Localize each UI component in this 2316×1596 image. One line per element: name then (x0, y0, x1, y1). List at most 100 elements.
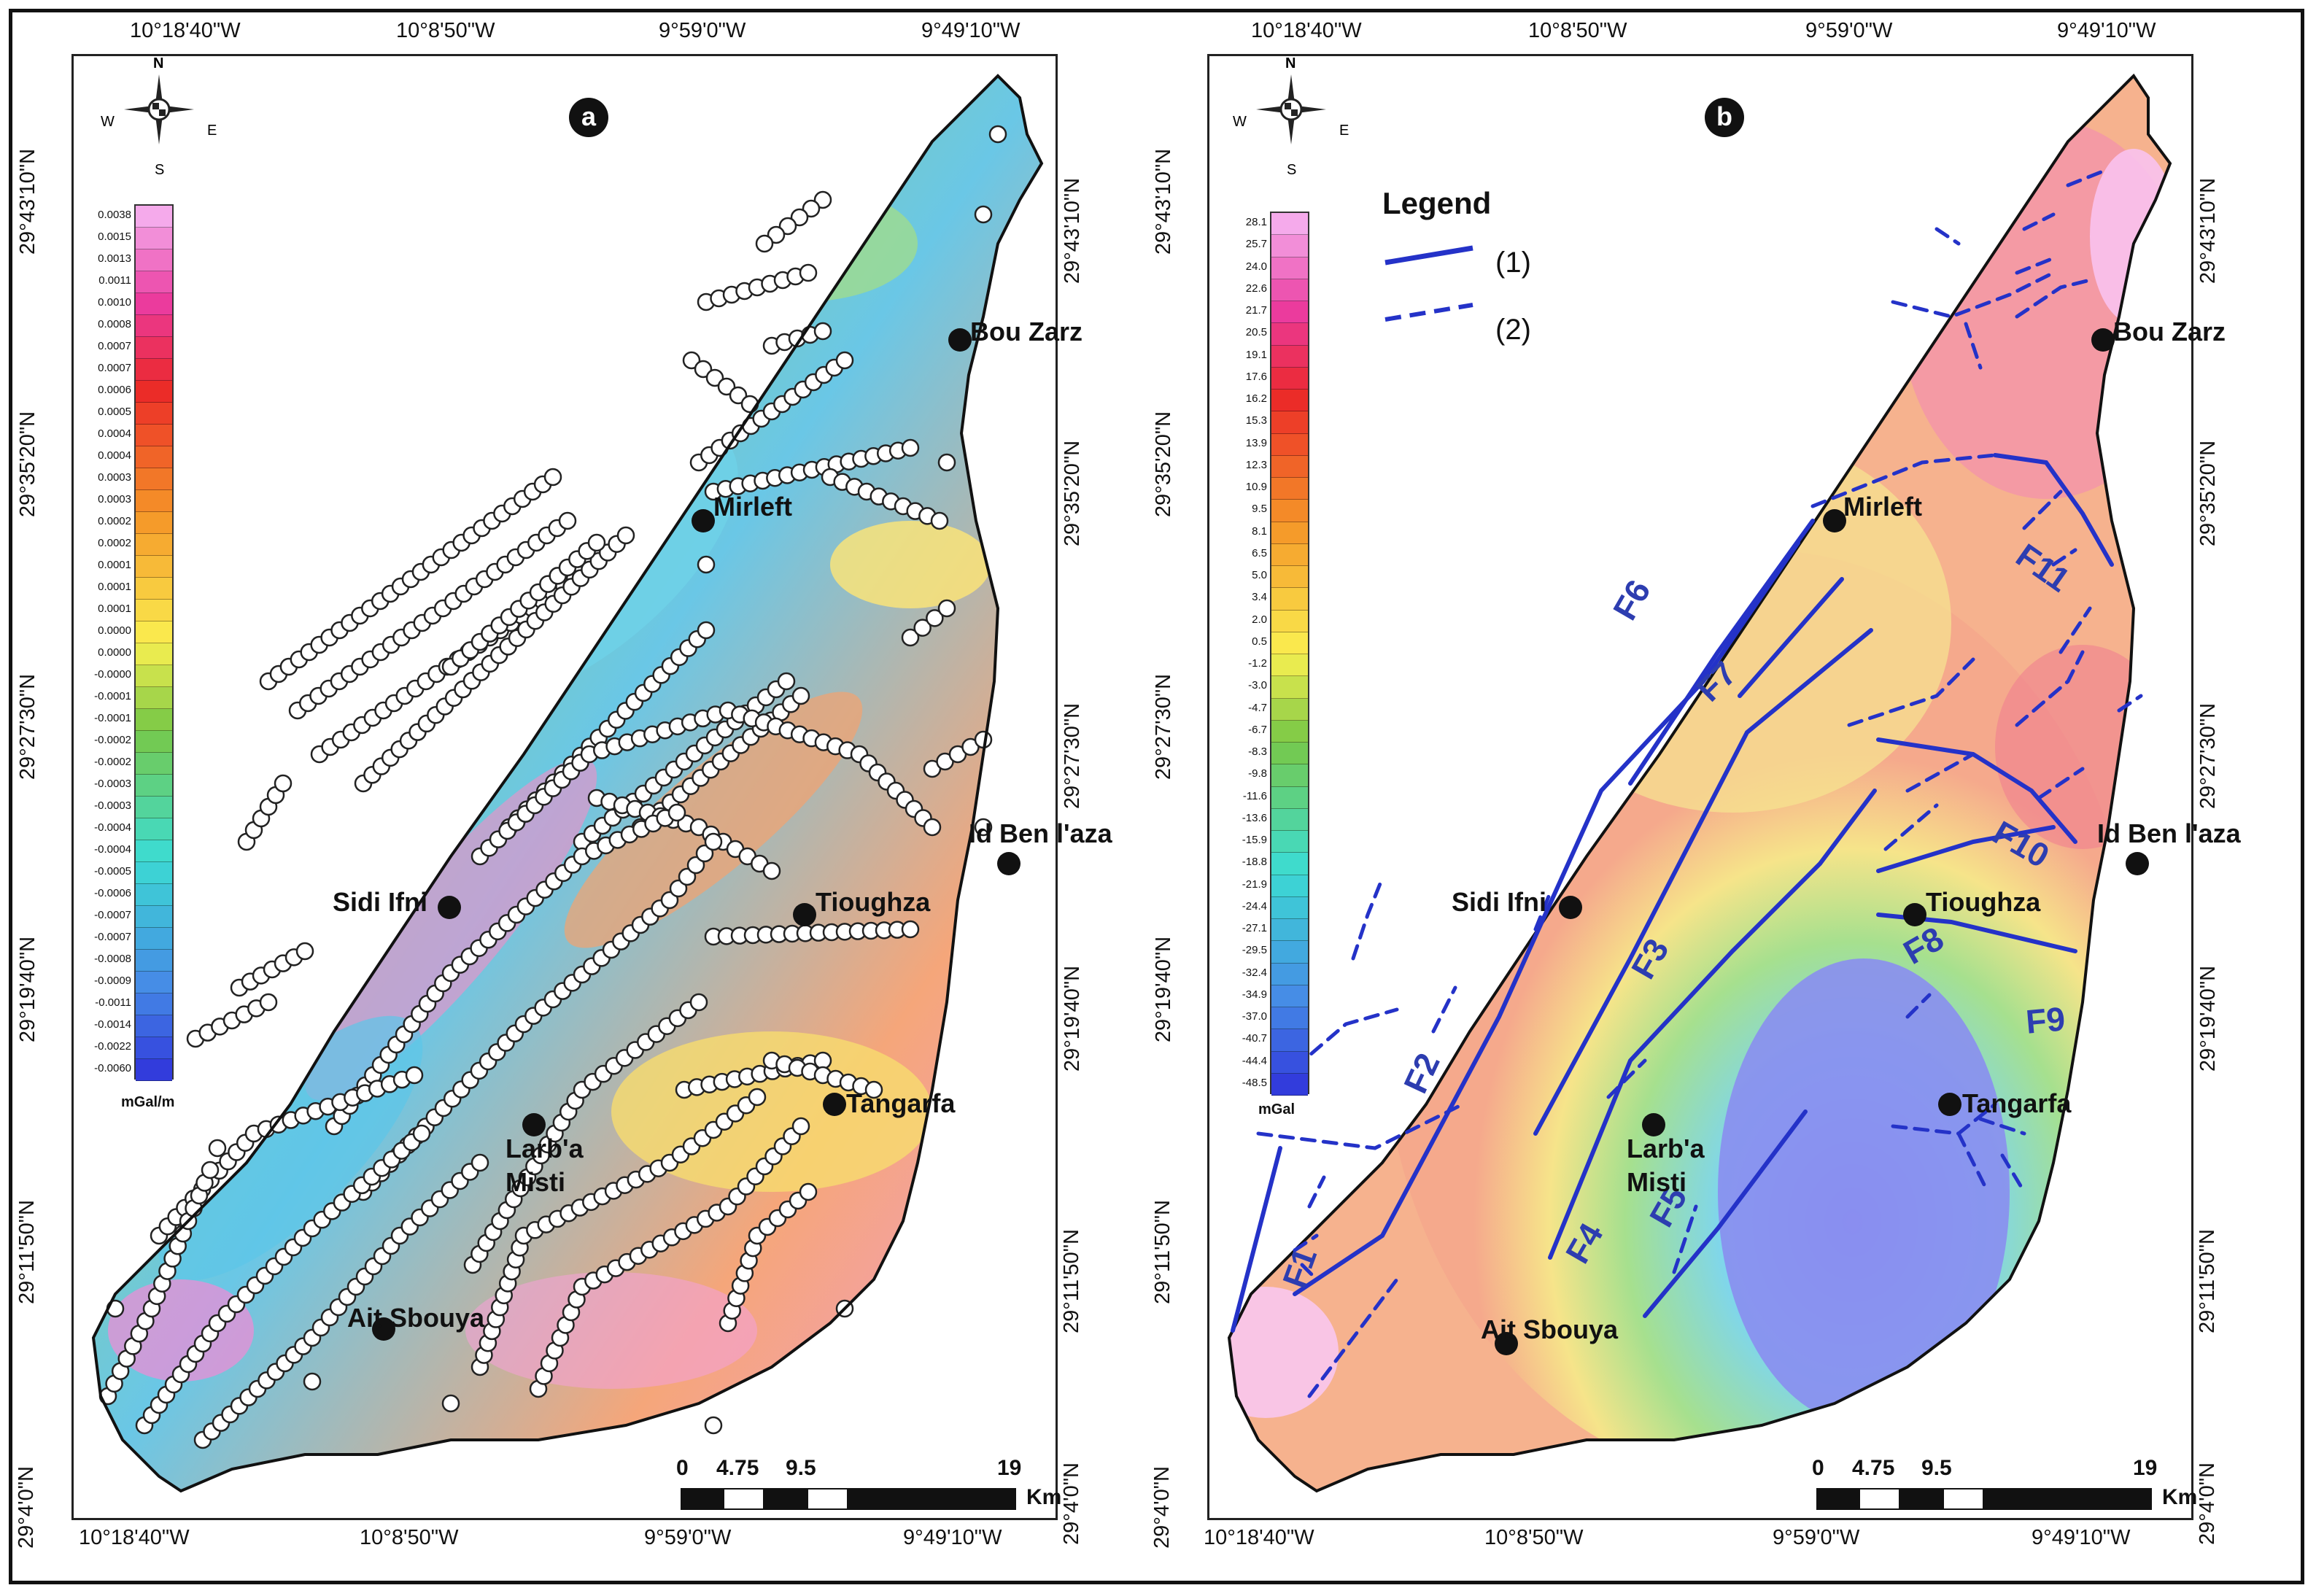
colorbar-swatch (1271, 1051, 1308, 1074)
anomaly-point (791, 1117, 810, 1136)
colorbar-swatch (1271, 345, 1308, 368)
colorbar-swatch (1271, 632, 1308, 654)
colorbar-label: -15.9 (1242, 834, 1267, 847)
anomaly-point (777, 672, 796, 691)
colorbar-swatch (1271, 500, 1308, 522)
scale-label: 4.75 (716, 1456, 759, 1480)
anomaly-point (937, 599, 956, 618)
colorbar-label: 17.6 (1245, 370, 1267, 383)
fault-line-f11 (1993, 453, 2114, 567)
anomaly-point (303, 1372, 322, 1391)
anomaly-point (813, 322, 832, 341)
colorbar-swatch (136, 621, 172, 643)
colorbar-swatch (1271, 478, 1308, 500)
anomaly-point (689, 993, 708, 1012)
anomaly-point (974, 818, 993, 837)
colorbar-swatch (1271, 213, 1308, 236)
minor-faults (1256, 168, 2143, 1398)
anomaly-point (587, 533, 606, 552)
anomaly-point (705, 368, 724, 387)
place-label-sidi-ifni: Sidi Ifni (1452, 887, 1546, 917)
panel-label-a: a (569, 98, 608, 137)
coastline-a (91, 74, 1044, 1493)
colorbar-unit-b: mGal (1258, 1101, 1296, 1117)
colorbar-label: 0.0011 (98, 274, 131, 287)
place-marker (997, 852, 1020, 875)
colorbar-label: -37.0 (1242, 1010, 1267, 1023)
colorbar-swatch (136, 993, 172, 1015)
colorbar-label: 0.0003 (98, 471, 131, 484)
fault-line-f10 (1876, 737, 2077, 844)
colorbar-swatch (136, 840, 172, 862)
colorbar-label: 0.0007 (98, 362, 131, 374)
colorbar-swatch (136, 731, 172, 753)
lat-tick-left: 29°43'10"N (1152, 148, 1176, 255)
anomaly-point (697, 555, 716, 574)
scale-segment (806, 1488, 848, 1510)
colorbar-swatch (1271, 279, 1308, 301)
scale-label: 19 (997, 1456, 1022, 1480)
colorbar-label: -21.9 (1242, 878, 1267, 891)
colorbar-label: 0.0002 (98, 537, 131, 549)
map-canvas-b (1227, 73, 2172, 1493)
colorbar-label: -0.0022 (94, 1040, 131, 1053)
major-faults (1231, 453, 2114, 1333)
scale-segment (1984, 1488, 2152, 1510)
lat-tick-left: 29°19'40"N (1152, 936, 1176, 1043)
fault-label-f9: F9 (2024, 999, 2067, 1041)
place-label-bou-zarz: Bou Zarz (970, 317, 1083, 346)
colorbar-swatch (136, 1015, 172, 1037)
colorbar-swatch (1271, 808, 1308, 831)
anomaly-point (901, 628, 920, 647)
anomaly-point (208, 1139, 227, 1158)
colorbar-label: -0.0014 (94, 1018, 131, 1031)
fault-line-f2 (1293, 541, 1800, 1296)
scale-unit: Km (2162, 1485, 2198, 1509)
colorbar-label: -40.7 (1242, 1032, 1267, 1045)
anomaly-point (755, 234, 774, 253)
colorbar-label: 22.6 (1245, 282, 1267, 295)
colorbar-label: 0.0038 (98, 209, 131, 221)
anomaly-point (799, 1182, 818, 1201)
lat-tick-right: 29°4'0"N (1059, 1463, 1083, 1545)
colorbar-label: 5.0 (1252, 569, 1267, 582)
colorbar-swatch (136, 928, 172, 950)
anomaly-point (988, 125, 1007, 144)
anomaly-point (923, 818, 942, 837)
lon-tick-top: 9°59'0"W (1805, 19, 1893, 42)
compass-rose-icon (124, 74, 194, 144)
scale-segment (848, 1488, 1016, 1510)
scale-segment (1900, 1488, 1943, 1510)
anomaly-point (694, 360, 713, 379)
anomaly-point (704, 832, 723, 851)
colorbar-label: 3.4 (1252, 591, 1267, 604)
scale-segment (1816, 1488, 1859, 1510)
colorbar-swatch (136, 600, 172, 621)
colorbar-label: -0.0001 (94, 712, 131, 724)
compass-n: N (153, 55, 164, 71)
place-label-tioughza: Tioughza (816, 887, 931, 917)
anomaly-point (930, 511, 949, 530)
anomaly-point (729, 386, 748, 405)
colorbar-label: -0.0002 (94, 756, 131, 768)
colorbar-swatch (136, 446, 172, 468)
colorbar-swatch (1271, 896, 1308, 919)
colorbar-label: 0.0013 (98, 252, 131, 265)
colorbar-swatch (1271, 522, 1308, 544)
anomaly-point (937, 453, 956, 472)
colorbar-swatch (136, 1059, 172, 1081)
lat-tick-left: 29°4'0"N (14, 1466, 38, 1549)
anomaly-point (441, 1394, 460, 1413)
colorbar-label: -1.2 (1248, 657, 1267, 670)
anomaly-point (926, 609, 944, 627)
lon-tick-bottom: 10°18'40"W (79, 1526, 190, 1549)
anomaly-point (748, 1088, 767, 1107)
colorbar-swatch (136, 950, 172, 972)
lat-tick-right: 29°19'40"N (1061, 965, 1085, 1072)
anomaly-point (274, 774, 293, 793)
colorbar-swatch (136, 687, 172, 709)
colorbar-label: 9.5 (1252, 503, 1267, 516)
lon-tick-top: 10°18'40"W (1251, 19, 1362, 42)
anomaly-point (762, 861, 781, 880)
fault-line-f6 (1628, 519, 1815, 786)
